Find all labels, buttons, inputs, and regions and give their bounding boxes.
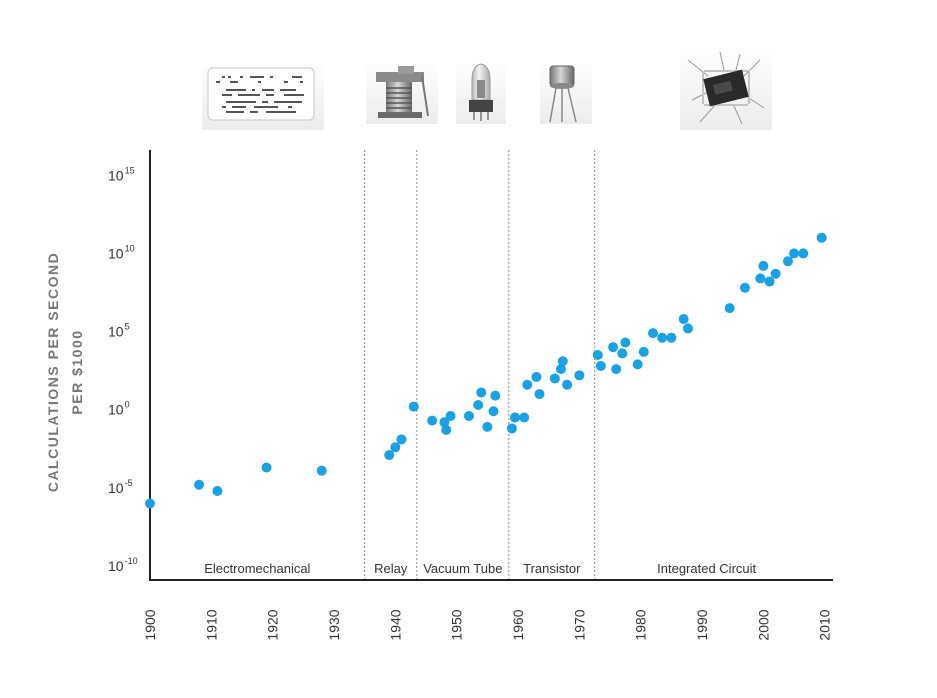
- data-point: [632, 359, 643, 370]
- y-tick-label: 100: [108, 400, 130, 418]
- x-tick-label: 2010: [817, 609, 833, 640]
- x-tick-label: 1970: [571, 609, 587, 640]
- data-point: [506, 423, 517, 434]
- data-point: [764, 276, 775, 287]
- plot-area: 1015 1010 105 100 10-5 10-10 1900 1910 1920 1930…: [45, 150, 833, 641]
- x-axis: 1900 1910 1920 1930 1940 1950 1960 1970 1980 1990…: [142, 579, 833, 641]
- y-axis-label-line: PER $1000: [69, 329, 85, 414]
- data-point: [476, 387, 487, 398]
- data-point: [531, 371, 542, 382]
- era-labels: Electromechanical Relay Vacuum Tube Transis…: [204, 561, 756, 576]
- data-point: [739, 282, 750, 293]
- data-point: [816, 232, 827, 243]
- data-point: [638, 346, 649, 357]
- data-point: [509, 412, 520, 423]
- data-point: [666, 332, 677, 343]
- data-point: [657, 332, 668, 343]
- y-axis-label: CALCULATIONS PER SECOND PER $1000: [45, 252, 85, 492]
- data-point: [534, 389, 545, 400]
- data-point: [678, 314, 689, 325]
- data-point: [439, 417, 450, 428]
- y-tick-label: 1015: [108, 165, 135, 183]
- data-point: [782, 256, 793, 267]
- y-axis: 1015 1010 105 100 10-5 10-10: [108, 150, 151, 581]
- x-tick-label: 1910: [203, 609, 219, 640]
- data-point: [549, 373, 560, 384]
- x-tick-label: 1980: [633, 609, 649, 640]
- data-point: [595, 360, 606, 371]
- data-point: [408, 401, 419, 412]
- data-point: [445, 410, 456, 421]
- data-point: [557, 356, 568, 367]
- data-point: [522, 379, 533, 390]
- data-point: [555, 364, 566, 375]
- data-point: [574, 370, 585, 381]
- era-label: Transistor: [523, 561, 581, 576]
- data-points: [145, 232, 827, 509]
- vacuum-tube-image: [456, 60, 506, 124]
- data-point: [488, 406, 499, 417]
- data-point: [798, 248, 809, 259]
- y-tick-label: 1010: [108, 243, 135, 261]
- data-point: [724, 303, 735, 314]
- data-point: [611, 364, 622, 375]
- y-tick-label: 105: [108, 322, 130, 340]
- data-point: [396, 434, 407, 445]
- data-point: [384, 450, 395, 461]
- data-point: [427, 415, 438, 426]
- data-point: [519, 412, 530, 423]
- x-tick-label: 1990: [694, 609, 710, 640]
- data-point: [562, 379, 573, 390]
- punch-card-image: [202, 60, 324, 130]
- data-point: [463, 410, 474, 421]
- y-axis-label-line: CALCULATIONS PER SECOND: [45, 252, 61, 492]
- x-tick-label: 2000: [755, 609, 771, 640]
- era-label: Relay: [374, 561, 408, 576]
- y-tick-label: 10-10: [108, 556, 138, 574]
- data-point: [592, 350, 603, 360]
- x-tick-label: 1950: [449, 609, 465, 640]
- data-point: [620, 337, 631, 348]
- data-point: [789, 248, 800, 259]
- data-point: [145, 498, 155, 509]
- data-point: [212, 485, 223, 496]
- data-point: [647, 328, 658, 339]
- y-tick-label: 10-5: [108, 478, 133, 496]
- data-point: [608, 342, 619, 353]
- x-tick-label: 1900: [142, 609, 158, 640]
- transistor-image: [540, 60, 592, 124]
- data-point: [482, 421, 493, 432]
- data-point: [316, 465, 327, 476]
- data-point: [441, 425, 452, 436]
- data-point: [770, 268, 781, 279]
- data-point: [390, 442, 401, 453]
- data-point: [755, 273, 766, 284]
- data-point: [758, 260, 769, 271]
- x-tick-label: 1940: [387, 609, 403, 640]
- integrated-circuit-chip-image: [680, 46, 772, 130]
- era-label: Electromechanical: [204, 561, 310, 576]
- data-point: [682, 323, 693, 334]
- era-label: Vacuum Tube: [423, 561, 502, 576]
- data-point: [194, 479, 205, 490]
- relay-image: [366, 60, 438, 124]
- era-label: Integrated Circuit: [657, 561, 756, 576]
- data-point: [617, 348, 628, 359]
- data-point: [473, 400, 484, 411]
- x-tick-label: 1960: [510, 609, 526, 640]
- x-tick-label: 1930: [326, 609, 342, 640]
- data-point: [261, 462, 272, 473]
- x-tick-label: 1920: [265, 609, 281, 640]
- data-point: [490, 390, 501, 401]
